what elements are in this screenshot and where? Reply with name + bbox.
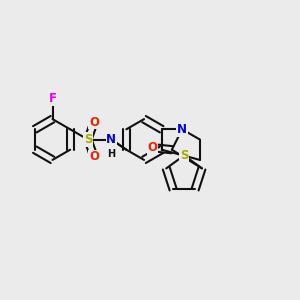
Text: N: N [177, 123, 187, 136]
Text: N: N [106, 133, 116, 146]
Text: H: H [107, 149, 116, 159]
Text: S: S [84, 133, 92, 146]
Text: O: O [148, 141, 158, 154]
Text: O: O [89, 150, 99, 163]
Text: F: F [49, 92, 56, 105]
Text: S: S [180, 149, 188, 162]
Text: O: O [89, 116, 99, 129]
